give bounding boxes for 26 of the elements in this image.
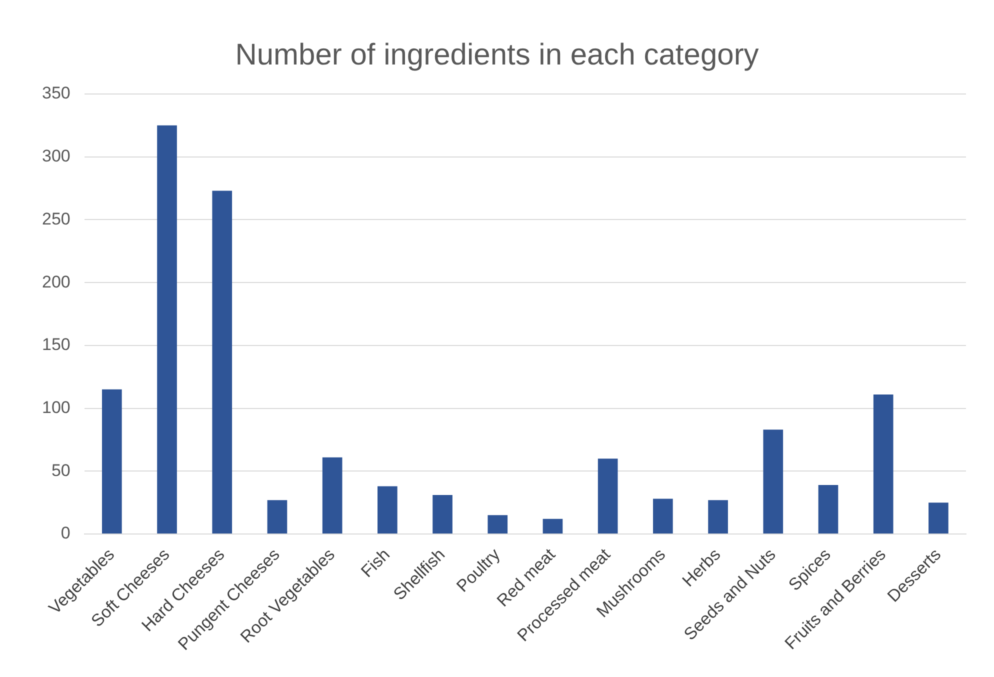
y-tick-label: 150 [42, 335, 70, 354]
y-tick-label: 250 [42, 209, 70, 228]
y-tick-label: 50 [51, 460, 70, 480]
bar [818, 484, 838, 534]
bar [708, 500, 728, 534]
bar [598, 458, 618, 534]
bar [157, 125, 177, 534]
bar [763, 430, 784, 534]
bar [378, 486, 398, 534]
bar [432, 495, 452, 534]
y-tick-label: 200 [42, 272, 70, 292]
bar [267, 500, 288, 534]
chart-title: Number of ingredients in each category [235, 38, 759, 72]
bar [653, 498, 673, 534]
bar [102, 389, 122, 534]
bar [322, 457, 342, 534]
bar [212, 190, 232, 534]
bar [873, 394, 894, 534]
y-tick-label: 350 [42, 84, 70, 103]
x-tick-label: Fish [357, 544, 394, 582]
bar [928, 502, 948, 534]
y-tick-label: 0 [60, 524, 70, 543]
bar [488, 515, 508, 534]
y-tick-label: 100 [42, 398, 70, 417]
bar [542, 518, 563, 534]
y-tick-label: 300 [42, 146, 70, 166]
